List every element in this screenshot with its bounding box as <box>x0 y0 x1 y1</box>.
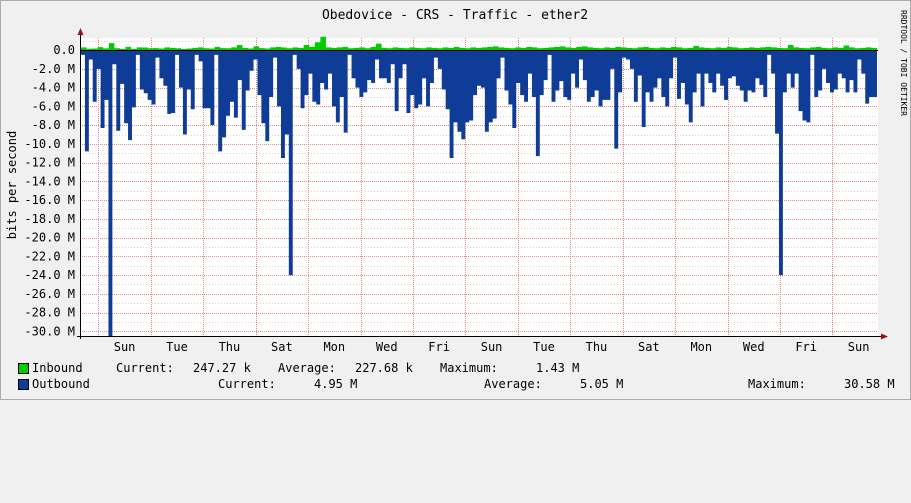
side-credit: RRDTOOL / TOBI OETIKER <box>899 10 908 116</box>
x-tick-label: Sun <box>481 340 503 354</box>
y-tick-label: -16.0 M <box>24 193 75 207</box>
x-tick-label: Fri <box>795 340 817 354</box>
y-tick-label: -28.0 M <box>24 306 75 320</box>
x-tick-label: Wed <box>743 340 765 354</box>
legend-inbound: Inbound Current: 247.27 k Average: 227.6… <box>18 361 579 487</box>
y-axis-arrow <box>77 28 84 35</box>
outbound-average-label: Average: <box>484 377 542 391</box>
x-tick-label: Thu <box>219 340 241 354</box>
x-tick-label: Sun <box>114 340 136 354</box>
x-tick-label: Sat <box>638 340 660 354</box>
y-tick-label: -2.0 M <box>32 62 75 76</box>
outbound-name: Outbound <box>32 377 90 391</box>
y-tick-label: -22.0 M <box>24 249 75 263</box>
inbound-maximum-label: Maximum: <box>440 361 498 375</box>
inbound-current-value: 247.27 k <box>193 361 251 375</box>
y-tick-label: -8.0 M <box>32 118 75 132</box>
x-tick-label: Wed <box>376 340 398 354</box>
outbound-average-value: 5.05 M <box>580 377 624 391</box>
outbound-swatch <box>18 379 29 390</box>
y-tick-label: -6.0 M <box>32 99 75 113</box>
inbound-average-label: Average: <box>278 361 336 375</box>
traffic-chart: Obedovice - CRS - Traffic - ether2 RRDTO… <box>5 8 908 354</box>
axes <box>77 28 888 340</box>
x-tick-label: Sat <box>271 340 293 354</box>
chart-title: Obedovice - CRS - Traffic - ether2 <box>322 8 588 23</box>
legend-outbound: Outbound Current: 4.95 M Average: 5.05 M… <box>18 377 895 503</box>
y-tick-labels: 0.0 -2.0 M -4.0 M -6.0 M -8.0 M -10.0 M -12.0 … <box>24 43 75 338</box>
y-tick-label: -14.0 M <box>24 174 75 188</box>
y-tick-label: -18.0 M <box>24 212 75 226</box>
y-tick-label: -24.0 M <box>24 268 75 282</box>
y-tick-label: -12.0 M <box>24 156 75 170</box>
outbound-maximum-value: 30.58 M <box>844 377 895 391</box>
x-tick-label: Mon <box>323 340 345 354</box>
inbound-average-value: 227.68 k <box>355 361 413 375</box>
y-tick-label: -26.0 M <box>24 287 75 301</box>
x-tick-label: Mon <box>690 340 712 354</box>
x-tick-label: Tue <box>166 340 188 354</box>
outbound-current-value: 4.95 M <box>314 377 358 391</box>
x-tick-labels: Sun Tue Thu Sat Mon Wed Fri Sun Tue Thu Sat Mon Wed F… <box>114 340 870 354</box>
y-tick-label: -30.0 M <box>24 324 75 338</box>
x-tick-label: Thu <box>586 340 608 354</box>
y-axis-label: bits per second <box>5 131 19 239</box>
series-area-inbound <box>81 36 877 51</box>
y-tick-label: 0.0 <box>53 43 75 57</box>
outbound-current-label: Current: <box>218 377 276 391</box>
y-tick-label: -10.0 M <box>24 137 75 151</box>
x-tick-label: Sun <box>848 340 870 354</box>
y-tick-label: -4.0 M <box>32 81 75 95</box>
inbound-current-label: Current: <box>116 361 174 375</box>
inbound-name: Inbound <box>32 361 83 375</box>
outbound-maximum-label: Maximum: <box>748 377 806 391</box>
inbound-maximum-value: 1.43 M <box>536 361 580 375</box>
inbound-swatch <box>18 363 29 374</box>
x-axis-arrow <box>881 333 888 340</box>
x-tick-label: Tue <box>533 340 555 354</box>
data-areas <box>81 36 877 337</box>
x-tick-label: Fri <box>428 340 450 354</box>
y-tick-label: -20.0 M <box>24 231 75 245</box>
